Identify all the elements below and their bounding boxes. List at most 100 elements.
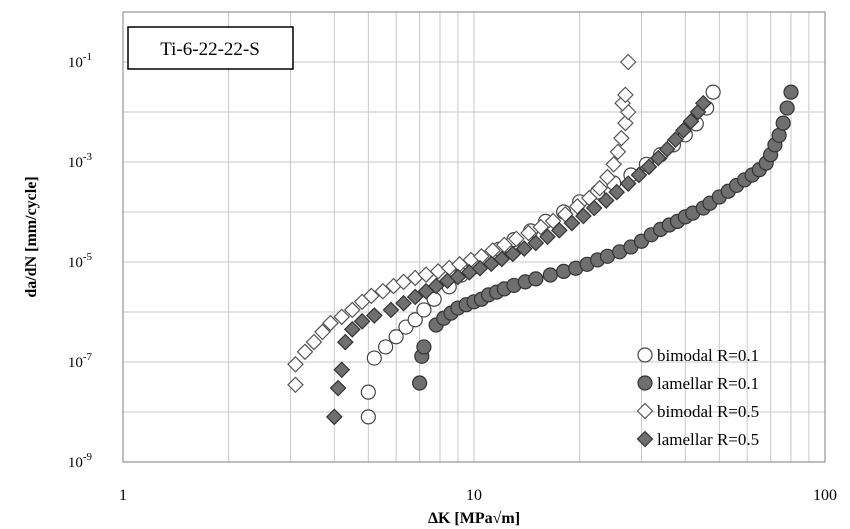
data-point (412, 375, 428, 391)
data-point (322, 314, 339, 332)
data-point (563, 214, 581, 232)
data-point (608, 183, 626, 201)
series-3 (287, 53, 637, 394)
data-point (382, 301, 400, 319)
legend-item: bimodal R=0.5 (636, 402, 759, 421)
data-point (705, 84, 721, 100)
data-point (507, 230, 525, 248)
data-point (416, 339, 432, 355)
data-point (305, 333, 323, 351)
legend-marker (636, 402, 654, 420)
legend-label: lamellar R=0.1 (657, 374, 759, 393)
data-point (550, 221, 568, 239)
data-point (395, 294, 412, 312)
data-point (617, 86, 634, 104)
data-point (388, 329, 404, 345)
data-point (613, 129, 630, 147)
data-point (520, 224, 537, 242)
data-point (779, 100, 795, 116)
data-point (640, 158, 658, 176)
legend-marker (636, 430, 654, 448)
data-point (682, 113, 700, 130)
legend-marker (637, 347, 653, 363)
x-axis-label: ΔK [MPa√m] (428, 510, 520, 527)
legend-label: lamellar R=0.5 (657, 430, 759, 449)
data-point (649, 149, 667, 167)
data-point (667, 131, 684, 148)
data-point (287, 355, 304, 373)
legend-item: bimodal R=0.1 (637, 346, 759, 365)
title-box: Ti-6-22-22-S (127, 26, 294, 70)
data-point (527, 234, 545, 252)
data-point (407, 312, 423, 328)
data-point (329, 379, 347, 397)
data-point (532, 218, 550, 236)
data-point (504, 245, 522, 263)
data-point (591, 179, 608, 197)
data-point (539, 228, 556, 246)
data-point (575, 207, 592, 225)
y-tick-labels: 10-9 10-7 10-5 10-3 10-1 (68, 51, 93, 471)
y-tick-label: 10-3 (68, 151, 93, 171)
series-4 (325, 94, 712, 426)
data-point (775, 115, 791, 131)
data-point (658, 140, 676, 158)
data-point (609, 143, 627, 161)
y-tick-label: 10-5 (68, 251, 93, 271)
data-point (542, 267, 558, 283)
data-point (515, 240, 533, 257)
data-point (406, 288, 424, 306)
data-point (378, 339, 394, 355)
legend-label: bimodal R=0.1 (657, 346, 759, 365)
data-point (493, 250, 511, 268)
legend-item: lamellar R=0.1 (637, 374, 759, 393)
y-tick-label: 10-7 (68, 351, 93, 371)
data-point (360, 384, 376, 400)
legend-label: bimodal R=0.5 (657, 402, 759, 421)
plot-border (122, 11, 826, 463)
x-tick-label: 1 (119, 487, 127, 504)
data-point (599, 168, 616, 186)
series-2 (412, 84, 799, 391)
legend-item: lamellar R=0.5 (636, 430, 759, 449)
data-point (495, 236, 513, 254)
data-point (783, 84, 799, 100)
x-tick-label: 100 (813, 487, 837, 504)
data-point (597, 192, 615, 209)
series-layer (287, 53, 799, 426)
data-point (287, 376, 304, 394)
data-point (605, 155, 623, 173)
data-point (675, 121, 692, 139)
y-tick-label: 10-9 (68, 451, 93, 471)
grid (122, 11, 826, 463)
data-point (630, 166, 648, 184)
chart-title: Ti-6-22-22-S (160, 39, 260, 60)
data-point (619, 175, 637, 192)
x-tick-label: 10 (466, 487, 482, 504)
x-tick-labels: 1 10 100 (119, 487, 837, 504)
data-point (427, 277, 445, 295)
data-point (314, 323, 331, 341)
data-point (353, 313, 371, 330)
data-point (343, 301, 361, 319)
data-point (365, 307, 383, 324)
data-point (585, 199, 603, 217)
legend-marker (637, 375, 653, 391)
y-tick-label: 10-1 (68, 51, 92, 71)
data-point (528, 271, 544, 287)
legend: bimodal R=0.1 lamellar R=0.1 bimodal R=0.5… (636, 346, 759, 449)
data-point (360, 409, 376, 425)
data-point (336, 333, 354, 351)
data-point (363, 287, 380, 305)
data-point (374, 282, 392, 300)
data-point (449, 268, 467, 286)
data-point (694, 94, 712, 112)
data-point (333, 361, 351, 379)
data-point (366, 350, 382, 366)
data-point (416, 302, 432, 318)
y-axis-label: da/dN [mm/cycle] (23, 176, 40, 297)
data-point (619, 53, 637, 71)
data-point (325, 408, 343, 426)
data-point (343, 320, 361, 338)
